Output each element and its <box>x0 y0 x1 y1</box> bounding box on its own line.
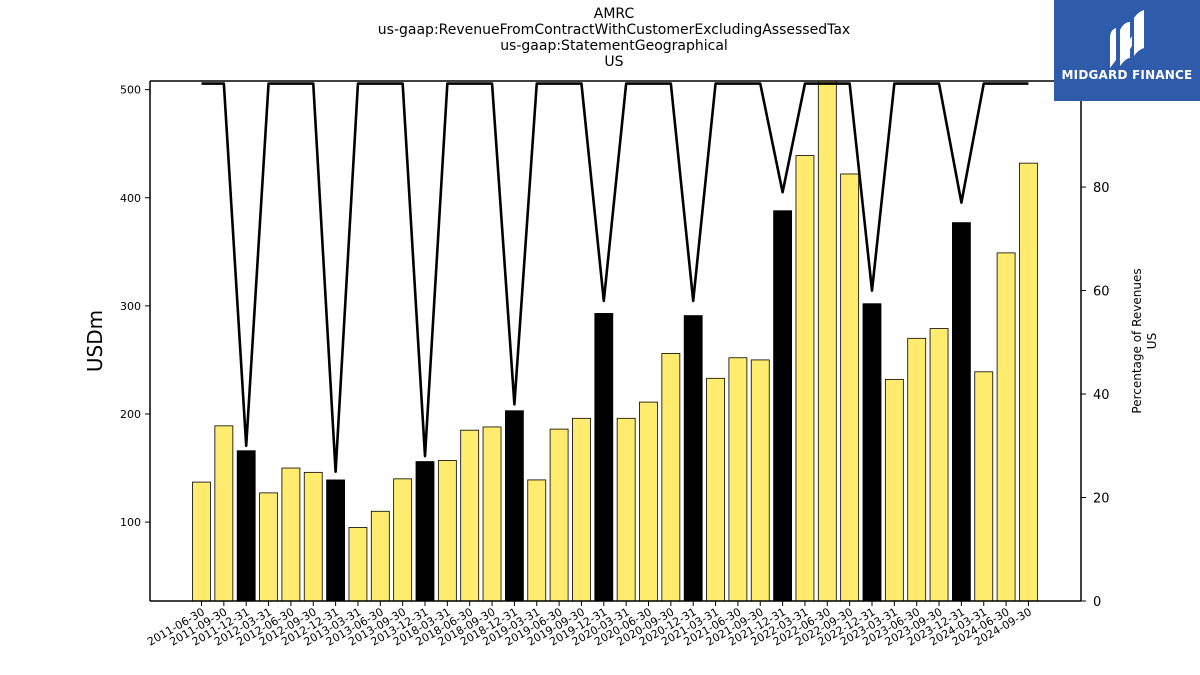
bar <box>952 222 971 601</box>
left-tick-label: 200 <box>120 408 141 421</box>
bar <box>370 510 390 601</box>
bar <box>326 479 346 601</box>
bar <box>884 378 904 601</box>
bar <box>214 425 234 601</box>
chart-title-block: AMRC us-gaap:RevenueFromContractWithCust… <box>214 6 1014 70</box>
bar <box>639 401 658 601</box>
bar <box>572 417 591 601</box>
bar <box>303 471 323 601</box>
bar <box>683 315 703 601</box>
bar <box>750 359 770 601</box>
bar <box>393 478 413 601</box>
percentage-line <box>201 82 1029 473</box>
bar <box>482 426 502 601</box>
bar <box>862 303 882 601</box>
right-tick-label: 20 <box>1093 492 1110 507</box>
bar <box>549 428 569 601</box>
bar <box>728 357 748 601</box>
bar <box>929 328 949 601</box>
bar <box>460 429 480 601</box>
bar <box>281 467 301 601</box>
right-tick-label: 40 <box>1093 388 1110 403</box>
right-tick-label: 80 <box>1093 181 1110 196</box>
right-tick-label: 0 <box>1093 595 1101 610</box>
y2-axis-label-line2: US <box>1145 333 1159 349</box>
bar <box>817 81 837 601</box>
bar <box>259 492 278 601</box>
bar <box>616 417 636 601</box>
bar <box>437 460 457 601</box>
bar <box>706 377 725 601</box>
left-tick-label: 400 <box>120 192 141 205</box>
bar <box>415 461 435 601</box>
logo-text: MIDGARD FINANCE <box>1061 68 1193 82</box>
bar <box>840 173 860 601</box>
y-axis-label: USDm <box>83 310 107 372</box>
bar <box>795 155 815 601</box>
midgard-finance-logo: MIDGARD FINANCE <box>1054 0 1200 101</box>
bar <box>527 479 547 601</box>
right-tick-label: 60 <box>1093 285 1110 300</box>
chart-title-concept: us-gaap:RevenueFromContractWithCustomerE… <box>377 22 851 38</box>
bar <box>907 337 927 601</box>
left-tick-label: 300 <box>120 300 141 313</box>
left-tick-label: 500 <box>120 84 141 97</box>
bar <box>236 450 256 601</box>
bar <box>974 371 994 601</box>
bar <box>773 210 792 601</box>
bar <box>996 252 1016 601</box>
chart-title-member: US <box>604 54 624 70</box>
bar <box>192 481 211 601</box>
chart-title-axis: us-gaap:StatementGeographical <box>500 38 728 54</box>
left-tick-label: 100 <box>120 516 141 529</box>
bar <box>504 410 524 601</box>
bar <box>594 313 614 601</box>
chart-title-ticker: AMRC <box>593 6 635 22</box>
bar <box>348 527 368 601</box>
bar <box>661 353 681 601</box>
bar <box>1019 162 1038 601</box>
y2-axis-label-line1: Percentage of Revenues <box>1130 268 1144 413</box>
midgard-logo-icon <box>1110 10 1144 68</box>
